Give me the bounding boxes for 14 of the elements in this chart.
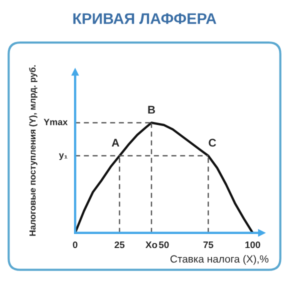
x-tick-label: 0: [72, 241, 78, 248]
x-axis-title: Ставка налога (X),%: [170, 255, 268, 265]
x-tick-label: 75: [203, 242, 214, 248]
chart-title: КРИВАЯ ЛАФФЕРА: [73, 13, 216, 24]
x-tick-label: Xo: [146, 242, 158, 248]
annotation: C: [208, 138, 216, 147]
ref-line-label: y₁: [59, 153, 68, 160]
y-axis-title: Налоговые поступления (Y), млрд. руб.: [29, 65, 38, 236]
x-tick-label: 100: [245, 241, 260, 248]
annotation: B: [148, 106, 155, 114]
annotation: A: [112, 138, 120, 147]
x-tick-label: 50: [158, 241, 169, 248]
x-tick-label: 25: [114, 241, 125, 248]
ref-line-label: Ymax: [44, 118, 68, 126]
